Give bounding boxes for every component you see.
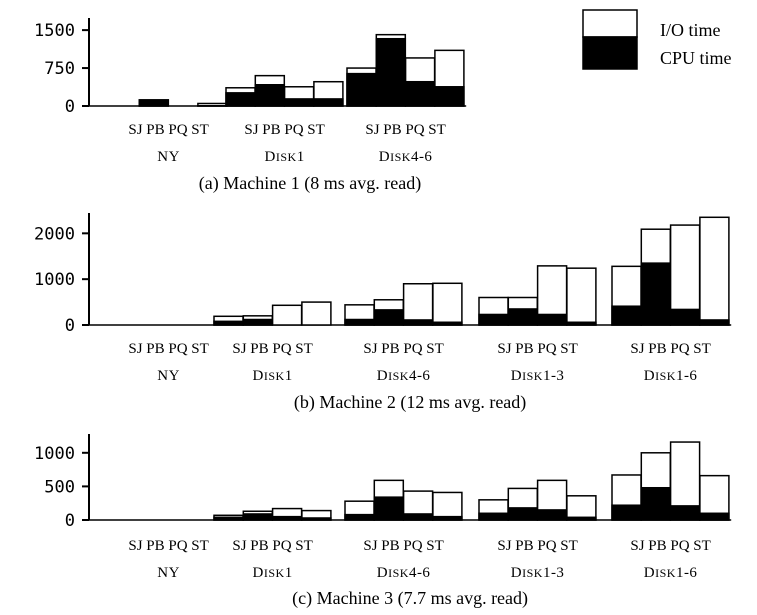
legend-swatch-io: [582, 9, 638, 38]
category-labels: SJ PB PQ ST: [232, 341, 312, 357]
legend-label-io: I/O time: [660, 20, 721, 40]
y-tick-label: 0: [65, 511, 75, 531]
bar-cpu: [402, 513, 434, 521]
bar-cpu: [301, 517, 332, 521]
bar-cpu: [404, 80, 436, 107]
y-tick-label: 2000: [34, 224, 75, 244]
bar-io: [566, 267, 597, 326]
group-label: DISK1-6: [644, 368, 698, 384]
category-labels: SJ PB PQ ST: [128, 538, 208, 554]
bar-cpu: [669, 505, 701, 521]
bar-io: [566, 495, 597, 521]
category-labels: SJ PB PQ ST: [497, 341, 577, 357]
y-tick-label: 1000: [34, 270, 75, 290]
bar-cpu: [242, 513, 274, 521]
bar-cpu: [699, 512, 730, 521]
bar-cpu: [271, 515, 303, 521]
legend-swatch-cpu: [582, 36, 638, 70]
bar-cpu: [313, 98, 344, 107]
bar-cpu: [536, 313, 568, 326]
bar-cpu: [373, 496, 405, 521]
bar-cpu: [478, 313, 509, 326]
y-tick-label: 0: [65, 97, 75, 117]
bar-cpu: [344, 513, 375, 521]
bar-io: [699, 216, 730, 326]
bar-io: [432, 491, 463, 521]
bar-cpu: [432, 321, 463, 326]
bar-cpu: [566, 516, 597, 521]
category-labels: SJ PB PQ ST: [232, 538, 312, 554]
bar-io: [402, 283, 434, 326]
group-label: DISK1-6: [644, 565, 698, 581]
bar-io: [271, 304, 303, 326]
legend: I/O time CPU time: [582, 9, 732, 70]
legend-label-cpu: CPU time: [660, 48, 732, 68]
bar-cpu: [507, 308, 539, 326]
group-label: DISK1: [253, 565, 293, 581]
bar-cpu: [373, 309, 405, 326]
category-labels: SJ PB PQ ST: [363, 538, 443, 554]
bar-cpu: [402, 319, 434, 326]
group-label: DISK1-3: [511, 368, 565, 384]
group-label: NY: [157, 149, 180, 165]
panel-caption: (b) Machine 2 (12 ms avg. read): [294, 392, 526, 413]
y-tick-label: 1000: [34, 444, 75, 464]
bar-cpu: [507, 507, 539, 521]
bar-cpu: [213, 516, 244, 521]
bar-cpu: [536, 509, 568, 521]
bar-cpu: [669, 308, 701, 326]
chart-panel-1: 0 750 1500 SJ PB PQ ST NY SJ PB PQ ST DISK1 SJ …: [34, 18, 467, 194]
bar-cpu: [346, 72, 377, 107]
category-labels: SJ PB PQ ST: [128, 122, 208, 138]
group-label: NY: [157, 368, 180, 384]
group-label: DISK4-6: [379, 149, 433, 165]
bar-cpu: [375, 37, 407, 107]
category-labels: SJ PB PQ ST: [365, 122, 445, 138]
y-tick-label: 0: [65, 316, 75, 336]
panel-caption: (a) Machine 1 (8 ms avg. read): [199, 173, 421, 194]
bar-cpu: [344, 318, 375, 326]
category-labels: SJ PB PQ ST: [630, 341, 710, 357]
bar-cpu: [242, 318, 274, 326]
category-labels: SJ PB PQ ST: [363, 341, 443, 357]
bar-cpu: [283, 98, 315, 107]
group-label: DISK1-3: [511, 565, 565, 581]
y-tick-label: 500: [44, 477, 75, 497]
chart-panel-3: 0 500 1000 SJ PB PQ ST NY SJ PB PQ ST DISK1 SJ …: [34, 434, 732, 609]
y-tick-label: 750: [44, 59, 75, 79]
bar-cpu: [611, 504, 642, 521]
group-label: DISK4-6: [377, 565, 431, 581]
panel-caption: (c) Machine 3 (7.7 ms avg. read): [292, 588, 528, 609]
bar-cpu: [213, 320, 244, 326]
bar-io: [301, 301, 332, 326]
bar-cpu: [225, 92, 256, 107]
group-label: DISK4-6: [377, 368, 431, 384]
bar-cpu: [640, 262, 672, 326]
bar-io: [669, 224, 701, 326]
bar-cpu: [434, 86, 465, 107]
chart-panel-2: 0 1000 2000 SJ PB PQ ST NY SJ PB PQ ST DISK1 SJ…: [34, 213, 732, 413]
group-label: DISK1: [253, 368, 293, 384]
category-labels: SJ PB PQ ST: [128, 341, 208, 357]
category-labels: SJ PB PQ ST: [244, 122, 324, 138]
bar-cpu: [611, 305, 642, 326]
bar-cpu: [254, 84, 286, 107]
bar-cpu: [478, 512, 509, 521]
bar-cpu: [699, 319, 730, 326]
group-label: NY: [157, 565, 180, 581]
bar-cpu: [566, 321, 597, 326]
bar-cpu: [432, 515, 463, 521]
category-labels: SJ PB PQ ST: [497, 538, 577, 554]
y-tick-label: 1500: [34, 21, 75, 41]
bar-cpu: [138, 99, 170, 107]
charts: 0 750 1500 SJ PB PQ ST NY SJ PB PQ ST DISK1 SJ …: [34, 18, 732, 609]
category-labels: SJ PB PQ ST: [630, 538, 710, 554]
group-label: DISK1: [265, 149, 305, 165]
bar-io: [432, 282, 463, 326]
bar-cpu: [640, 486, 672, 521]
